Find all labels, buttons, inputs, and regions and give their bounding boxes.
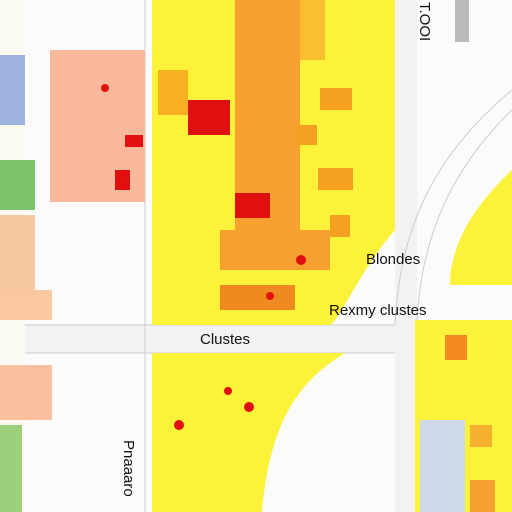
label: Blondes: [366, 251, 420, 268]
label: Pnaaaro: [120, 440, 137, 497]
label: Rexmy clustes: [329, 302, 427, 319]
label: T.OOI: [416, 2, 433, 41]
label: Clustes: [200, 331, 250, 348]
